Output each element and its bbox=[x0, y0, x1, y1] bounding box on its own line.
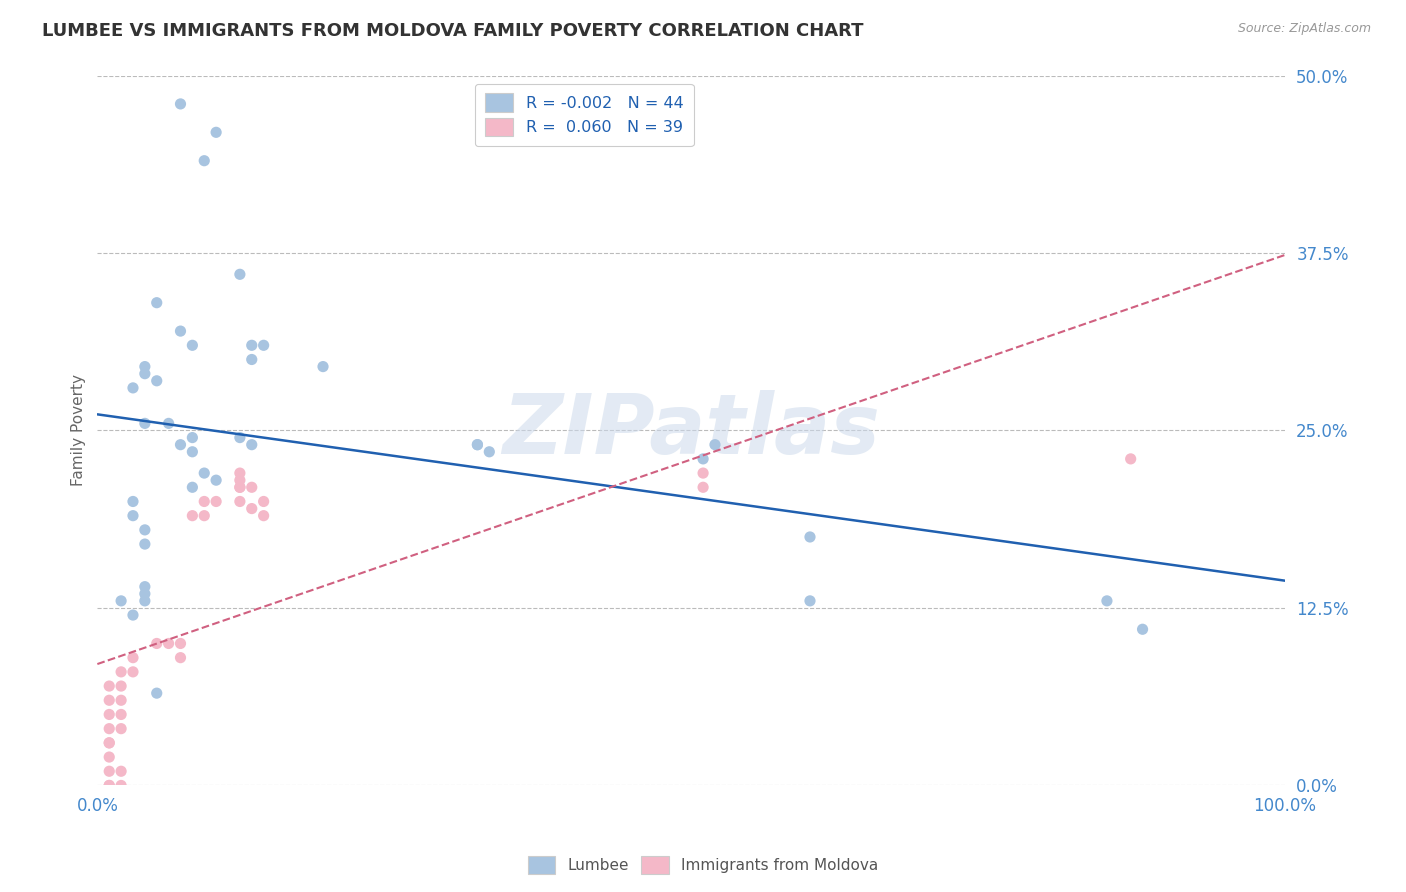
Point bbox=[467, 438, 489, 452]
Point bbox=[110, 679, 132, 693]
Point bbox=[98, 679, 121, 693]
Point bbox=[98, 736, 121, 750]
Point bbox=[240, 438, 263, 452]
Point bbox=[169, 96, 191, 111]
Point bbox=[799, 594, 821, 608]
Point bbox=[229, 494, 252, 508]
Point bbox=[110, 693, 132, 707]
Point bbox=[98, 764, 121, 779]
Point bbox=[205, 494, 228, 508]
Point bbox=[157, 417, 180, 431]
Point bbox=[122, 381, 145, 395]
Point bbox=[169, 650, 191, 665]
Point bbox=[157, 636, 180, 650]
Point bbox=[1119, 451, 1142, 466]
Point bbox=[312, 359, 335, 374]
Point bbox=[193, 508, 215, 523]
Point bbox=[98, 693, 121, 707]
Point bbox=[110, 779, 132, 793]
Text: LUMBEE VS IMMIGRANTS FROM MOLDOVA FAMILY POVERTY CORRELATION CHART: LUMBEE VS IMMIGRANTS FROM MOLDOVA FAMILY… bbox=[42, 22, 863, 40]
Point bbox=[110, 764, 132, 779]
Point bbox=[240, 338, 263, 352]
Point bbox=[799, 530, 821, 544]
Point bbox=[229, 473, 252, 487]
Point bbox=[181, 431, 204, 445]
Point bbox=[692, 480, 714, 494]
Point bbox=[134, 523, 156, 537]
Text: Source: ZipAtlas.com: Source: ZipAtlas.com bbox=[1237, 22, 1371, 36]
Text: ZIPatlas: ZIPatlas bbox=[502, 390, 880, 471]
Point bbox=[240, 480, 263, 494]
Point bbox=[134, 359, 156, 374]
Legend: R = -0.002   N = 44, R =  0.060   N = 39: R = -0.002 N = 44, R = 0.060 N = 39 bbox=[475, 84, 693, 146]
Point bbox=[169, 438, 191, 452]
Point bbox=[110, 722, 132, 736]
Point bbox=[478, 444, 501, 458]
Point bbox=[181, 444, 204, 458]
Point bbox=[122, 608, 145, 623]
Point bbox=[181, 338, 204, 352]
Point bbox=[229, 480, 252, 494]
Point bbox=[253, 338, 276, 352]
Point bbox=[122, 650, 145, 665]
Point bbox=[169, 636, 191, 650]
Point bbox=[240, 352, 263, 367]
Point bbox=[98, 779, 121, 793]
Point bbox=[229, 431, 252, 445]
Point bbox=[205, 473, 228, 487]
Point bbox=[98, 722, 121, 736]
Point bbox=[229, 466, 252, 480]
Point bbox=[134, 580, 156, 594]
Point bbox=[134, 594, 156, 608]
Point bbox=[193, 153, 215, 168]
Point bbox=[692, 466, 714, 480]
Point bbox=[122, 665, 145, 679]
Point bbox=[253, 494, 276, 508]
Point bbox=[1095, 594, 1118, 608]
Point bbox=[205, 125, 228, 139]
Point bbox=[181, 508, 204, 523]
Point bbox=[145, 636, 167, 650]
Point bbox=[110, 665, 132, 679]
Point bbox=[704, 438, 727, 452]
Point bbox=[122, 508, 145, 523]
Point bbox=[98, 750, 121, 764]
Point bbox=[134, 417, 156, 431]
Point bbox=[110, 594, 132, 608]
Point bbox=[98, 779, 121, 793]
Point bbox=[145, 295, 167, 310]
Point bbox=[692, 451, 714, 466]
Point bbox=[253, 508, 276, 523]
Point bbox=[1132, 622, 1154, 636]
Point bbox=[467, 438, 489, 452]
Point bbox=[134, 367, 156, 381]
Point bbox=[229, 268, 252, 282]
Point bbox=[181, 480, 204, 494]
Point bbox=[169, 324, 191, 338]
Point bbox=[193, 494, 215, 508]
Point bbox=[229, 480, 252, 494]
Point bbox=[134, 587, 156, 601]
Point bbox=[145, 374, 167, 388]
Point bbox=[145, 686, 167, 700]
Point bbox=[98, 707, 121, 722]
Point bbox=[134, 537, 156, 551]
Point bbox=[193, 466, 215, 480]
Legend: Lumbee, Immigrants from Moldova: Lumbee, Immigrants from Moldova bbox=[522, 850, 884, 880]
Point bbox=[98, 736, 121, 750]
Point bbox=[110, 707, 132, 722]
Y-axis label: Family Poverty: Family Poverty bbox=[72, 375, 86, 486]
Point bbox=[122, 494, 145, 508]
Point bbox=[240, 501, 263, 516]
